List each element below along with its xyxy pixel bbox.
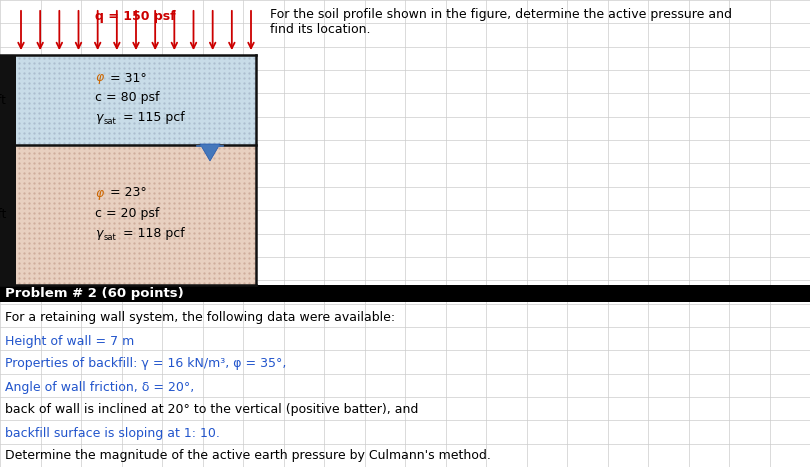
Text: For a retaining wall system, the following data were available:: For a retaining wall system, the followi… (5, 311, 395, 325)
Text: sat: sat (104, 233, 117, 241)
Bar (16, 55, 256, 145)
Text: Properties of backfill: γ = 16 kN/m³, φ = 35°,: Properties of backfill: γ = 16 kN/m³, φ … (5, 358, 287, 370)
Text: 6 ft: 6 ft (0, 93, 6, 106)
Text: γ: γ (95, 112, 102, 125)
Text: Angle of wall friction, δ = 20°,: Angle of wall friction, δ = 20°, (5, 381, 194, 394)
Text: c = 80 psf: c = 80 psf (95, 92, 160, 105)
Bar (0, 285, 810, 302)
Text: back of wall is inclined at 20° to the vertical (positive batter), and: back of wall is inclined at 20° to the v… (5, 403, 419, 417)
Text: Problem # 2 (60 points): Problem # 2 (60 points) (5, 287, 184, 300)
Text: c = 20 psf: c = 20 psf (95, 206, 160, 219)
Text: Determine the magnitude of the active earth pressure by Culmann's method.: Determine the magnitude of the active ea… (5, 450, 491, 462)
Text: sat: sat (104, 118, 117, 127)
Polygon shape (200, 144, 220, 161)
Text: φ: φ (95, 186, 103, 199)
Text: For the soil profile shown in the figure, determine the active pressure and
find: For the soil profile shown in the figure… (270, 8, 732, 36)
Text: = 118 pcf: = 118 pcf (119, 226, 185, 240)
Text: Height of wall = 7 m: Height of wall = 7 m (5, 334, 134, 347)
Text: γ: γ (95, 226, 102, 240)
Text: q = 150 psf: q = 150 psf (95, 10, 175, 23)
Bar (0, 55, 16, 285)
Text: = 31°: = 31° (106, 71, 147, 85)
Text: φ: φ (95, 71, 103, 85)
Text: = 115 pcf: = 115 pcf (119, 112, 185, 125)
Bar (16, 145, 256, 285)
Text: backfill surface is sloping at 1: 10.: backfill surface is sloping at 1: 10. (5, 426, 220, 439)
Text: = 23°: = 23° (106, 186, 147, 199)
Text: 12 ft: 12 ft (0, 208, 6, 221)
